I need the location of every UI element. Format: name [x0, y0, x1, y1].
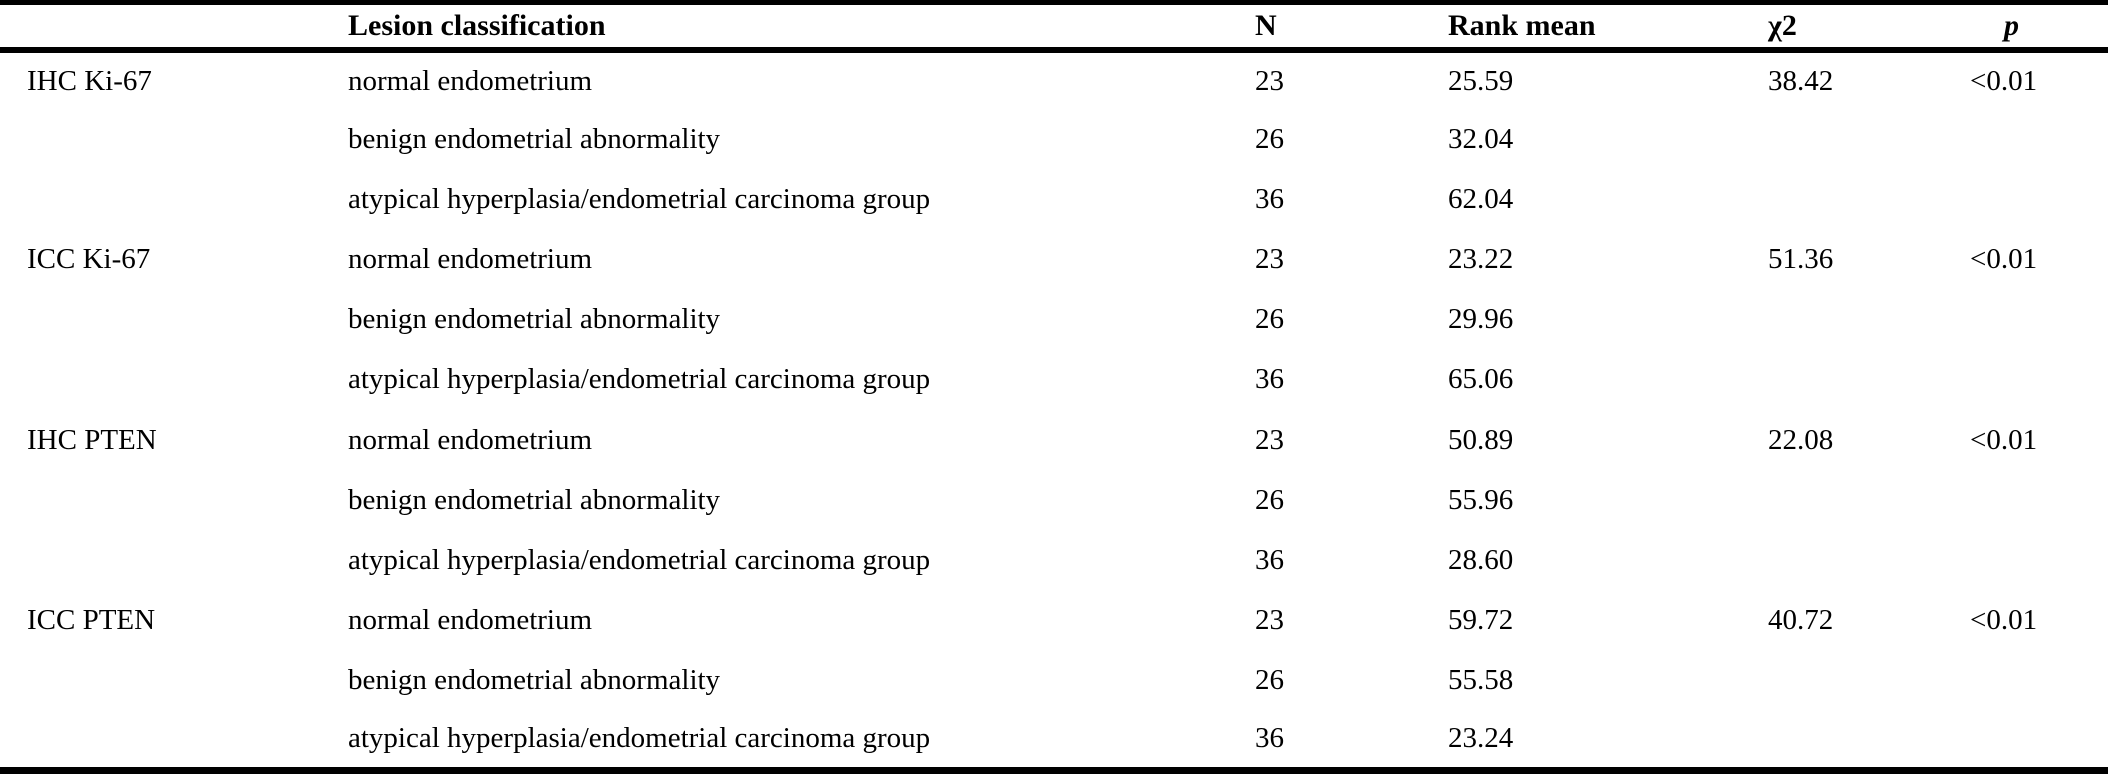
- rank-mean-cell: 25.59: [1448, 64, 1514, 97]
- group-label-cell: [0, 290, 348, 350]
- table-row: benign endometrial abnormality 26 29.96: [0, 290, 2108, 350]
- table-row: atypical hyperplasia/endometrial carcino…: [0, 530, 2108, 590]
- chi2-cell: 38.42: [1768, 64, 1834, 97]
- n-cell: 36: [1255, 543, 1284, 576]
- n-cell: 36: [1255, 363, 1284, 396]
- p-value-cell: [1970, 110, 2108, 170]
- p-value-cell: [1970, 290, 2108, 350]
- classification-cell: normal endometrium: [348, 603, 593, 636]
- classification-cell: normal endometrium: [348, 423, 593, 456]
- chi2-cell: [1768, 350, 1970, 410]
- chi2-cell: [1768, 470, 1970, 530]
- group-label-cell: ICC PTEN: [27, 603, 156, 636]
- n-cell: 26: [1255, 303, 1284, 336]
- header-rank-mean: Rank mean: [1448, 2, 1768, 53]
- p-value-cell: <0.01: [1970, 64, 2038, 97]
- n-cell: 23: [1255, 603, 1284, 636]
- p-value-cell: [1970, 170, 2108, 230]
- classification-cell: benign endometrial abnormality: [348, 663, 721, 696]
- p-value-cell: [1970, 710, 2108, 770]
- chi2-cell: 40.72: [1768, 603, 1834, 636]
- header-n: N: [1255, 2, 1448, 53]
- rank-mean-cell: 55.96: [1448, 483, 1514, 516]
- p-value-cell: <0.01: [1970, 243, 2038, 276]
- rank-mean-cell: 59.72: [1448, 603, 1514, 636]
- table-row: IHC Ki-67 normal endometrium 23 25.59 38…: [0, 50, 2108, 110]
- p-value-cell: [1970, 350, 2108, 410]
- table-row: benign endometrial abnormality 26 55.58: [0, 650, 2108, 710]
- header-p: p: [1970, 2, 2108, 53]
- chi2-cell: [1768, 170, 1970, 230]
- classification-cell: atypical hyperplasia/endometrial carcino…: [348, 183, 931, 216]
- header-row-label: [0, 2, 348, 53]
- group-label-cell: ICC Ki-67: [27, 243, 151, 276]
- rank-mean-cell: 32.04: [1448, 123, 1514, 156]
- table-row: atypical hyperplasia/endometrial carcino…: [0, 710, 2108, 770]
- chi2-cell: [1768, 710, 1970, 770]
- chi2-cell: [1768, 110, 1970, 170]
- rank-mean-cell: 50.89: [1448, 423, 1514, 456]
- header-row: Lesion classification N Rank mean χ2 p: [0, 2, 2108, 53]
- chi2-cell: 22.08: [1768, 423, 1834, 456]
- n-cell: 23: [1255, 243, 1284, 276]
- p-value-cell: [1970, 470, 2108, 530]
- table-row: benign endometrial abnormality 26 55.96: [0, 470, 2108, 530]
- chi2-cell: [1768, 650, 1970, 710]
- table-row: benign endometrial abnormality 26 32.04: [0, 110, 2108, 170]
- group-label-cell: [0, 350, 348, 410]
- p-value-cell: [1970, 530, 2108, 590]
- rank-mean-cell: 23.22: [1448, 243, 1514, 276]
- n-cell: 23: [1255, 423, 1284, 456]
- classification-cell: normal endometrium: [348, 64, 593, 97]
- p-value-cell: <0.01: [1970, 423, 2038, 456]
- classification-cell: benign endometrial abnormality: [348, 123, 721, 156]
- chi2-cell: [1768, 530, 1970, 590]
- rank-mean-cell: 62.04: [1448, 183, 1514, 216]
- group-label-cell: [0, 530, 348, 590]
- group-label-cell: [0, 710, 348, 770]
- table-row: ICC Ki-67 normal endometrium 23 23.22 51…: [0, 230, 2108, 290]
- table-row: atypical hyperplasia/endometrial carcino…: [0, 170, 2108, 230]
- rank-mean-cell: 23.24: [1448, 722, 1514, 755]
- header-classification: Lesion classification: [348, 2, 1255, 53]
- table-row: atypical hyperplasia/endometrial carcino…: [0, 350, 2108, 410]
- header-chi2: χ2: [1768, 2, 1970, 53]
- n-cell: 23: [1255, 64, 1284, 97]
- classification-cell: atypical hyperplasia/endometrial carcino…: [348, 363, 931, 396]
- rank-mean-cell: 29.96: [1448, 303, 1514, 336]
- classification-cell: atypical hyperplasia/endometrial carcino…: [348, 543, 931, 576]
- chi2-cell: [1768, 290, 1970, 350]
- classification-cell: normal endometrium: [348, 243, 593, 276]
- rank-mean-cell: 28.60: [1448, 543, 1514, 576]
- classification-cell: atypical hyperplasia/endometrial carcino…: [348, 722, 931, 755]
- n-cell: 26: [1255, 663, 1284, 696]
- p-value-cell: [1970, 650, 2108, 710]
- rank-mean-cell: 65.06: [1448, 363, 1514, 396]
- n-cell: 26: [1255, 123, 1284, 156]
- chi2-cell: 51.36: [1768, 243, 1834, 276]
- n-cell: 36: [1255, 722, 1284, 755]
- classification-cell: benign endometrial abnormality: [348, 483, 721, 516]
- p-value-cell: <0.01: [1970, 603, 2038, 636]
- classification-cell: benign endometrial abnormality: [348, 303, 721, 336]
- group-label-cell: [0, 470, 348, 530]
- group-label-cell: IHC Ki-67: [27, 64, 152, 97]
- n-cell: 26: [1255, 483, 1284, 516]
- rank-mean-cell: 55.58: [1448, 663, 1514, 696]
- group-label-cell: IHC PTEN: [27, 423, 157, 456]
- table-row: ICC PTEN normal endometrium 23 59.72 40.…: [0, 590, 2108, 650]
- n-cell: 36: [1255, 183, 1284, 216]
- table-row: IHC PTEN normal endometrium 23 50.89 22.…: [0, 410, 2108, 470]
- group-label-cell: [0, 170, 348, 230]
- group-label-cell: [0, 650, 348, 710]
- group-label-cell: [0, 110, 348, 170]
